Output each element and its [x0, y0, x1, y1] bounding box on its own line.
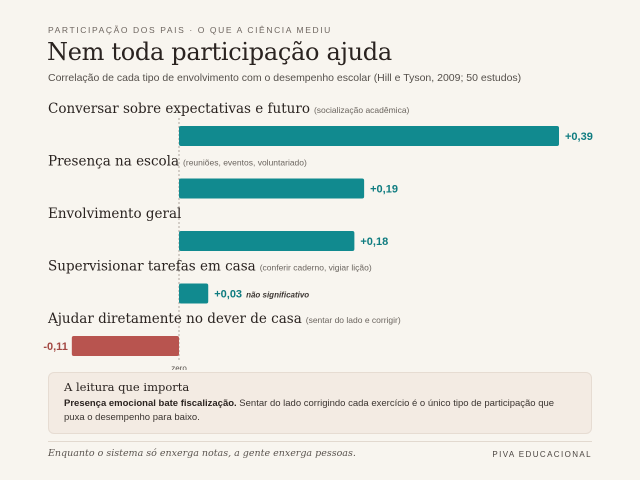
bar [179, 178, 365, 199]
value-label: +0,18 [360, 236, 388, 248]
footer-divider [48, 441, 592, 442]
page-subtitle: Correlação de cada tipo de envolvimento … [48, 72, 522, 84]
value-label: -0,11 [43, 341, 67, 353]
category-label: Supervisionar tarefas em casa (conferir c… [48, 259, 372, 275]
category-label: Conversar sobre expectativas e futuro (so… [48, 101, 410, 117]
bar [71, 336, 179, 356]
value-label: +0,19 [370, 184, 398, 196]
category-label: Envolvimento geral [48, 206, 181, 222]
bar-chart: Conversar sobre expectativas e futuro (so… [43, 101, 593, 370]
callout-box: A leitura que importa Presença emocional… [48, 372, 592, 434]
page-title: Nem toda participação ajuda [47, 38, 392, 66]
footer-brand: PIVA EDUCACIONAL [492, 450, 592, 459]
bar [179, 231, 355, 251]
kicker: PARTICIPAÇÃO DOS PAIS · O QUE A CIÊNCIA … [48, 25, 332, 35]
category-label: Presença na escola (reuniões, eventos, vo… [48, 154, 307, 170]
callout-title: A leitura que importa [64, 380, 190, 394]
value-label: +0,39 [565, 131, 593, 143]
bar [179, 283, 209, 304]
footer-tagline: Enquanto o sistema só enxerga notas, a g… [48, 448, 356, 459]
callout-text: Sentar do lado corrigindo cada exercício… [64, 398, 555, 423]
callout-body: Presença emocional bate fiscalização. Se… [64, 397, 576, 425]
bar [179, 126, 559, 146]
value-label: +0,03 não significativo [214, 289, 309, 301]
category-label: Ajudar diretamente no dever de casa (sent… [47, 311, 401, 327]
callout-bold: Presença emocional bate fiscalização. [64, 398, 237, 409]
zero-label: zero [171, 364, 187, 370]
